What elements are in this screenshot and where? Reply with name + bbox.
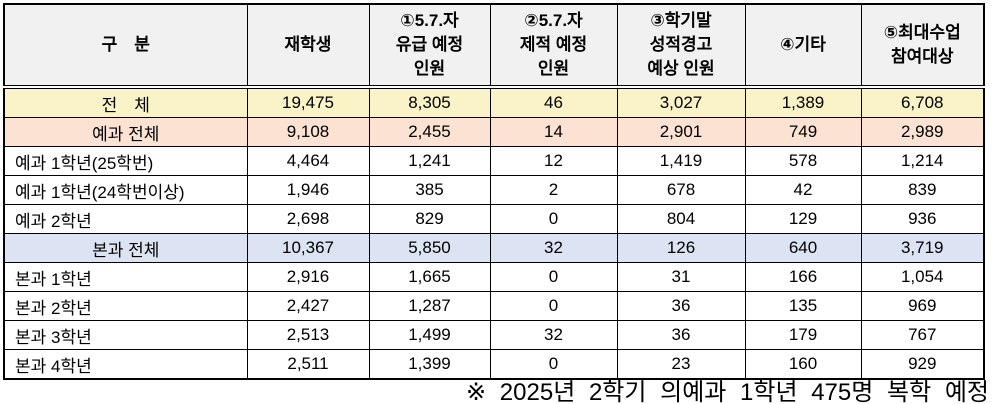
cell-value: 767 [860, 320, 985, 350]
cell-value: 936 [860, 204, 985, 234]
cell-value: 8,305 [368, 86, 491, 118]
cell-value: 6,708 [860, 86, 985, 118]
cell-value: 929 [860, 349, 985, 380]
table-row: 본과 2학년 2,427 1,287 0 36 135 969 [3, 291, 985, 321]
cell-value: 2,901 [616, 117, 746, 147]
cell-value: 32 [489, 320, 618, 350]
table-row: 본과 3학년 2,513 1,499 32 36 179 767 [3, 320, 985, 350]
cell-value: 9,108 [246, 117, 370, 147]
column-header-warning: ③학기말 성적경고 예상 인원 [616, 3, 746, 89]
cell-value: 1,419 [616, 146, 746, 176]
cell-value: 46 [489, 86, 618, 118]
column-header-expulsion: ②5.7.자 제적 예정 인원 [489, 3, 618, 89]
column-header-category: 구 분 [3, 3, 248, 89]
row-label: 예과 2학년 [3, 204, 248, 234]
table-row: 예과 1학년(24학번이상) 1,946 385 2 678 42 839 [3, 175, 985, 205]
cell-value: 135 [744, 291, 862, 321]
row-label: 본과 3학년 [3, 320, 248, 350]
cell-value: 166 [744, 262, 862, 292]
cell-value: 2,698 [246, 204, 370, 234]
table-row: 본과 전체 10,367 5,850 32 126 640 3,719 [3, 233, 985, 263]
cell-value: 179 [744, 320, 862, 350]
row-label: 예과 1학년(25학번) [3, 146, 248, 176]
cell-value: 1,214 [860, 146, 985, 176]
row-label: 본과 전체 [3, 233, 248, 263]
cell-value: 42 [744, 175, 862, 205]
footnote: ※ 2025년 2학기 의예과 1학년 475명 복학 예정 [466, 379, 989, 404]
row-label: 본과 2학년 [3, 291, 248, 321]
cell-value: 4,464 [246, 146, 370, 176]
row-label: 본과 1학년 [3, 262, 248, 292]
cell-value: 2,989 [860, 117, 985, 147]
table-header: 구 분 재학생 ①5.7.자 유급 예정 인원 ②5.7.자 제적 예정 인원 … [3, 3, 985, 89]
cell-value: 640 [744, 233, 862, 263]
cell-value: 0 [489, 262, 618, 292]
cell-value: 10,367 [246, 233, 370, 263]
cell-value: 2,511 [246, 349, 370, 380]
cell-value: 31 [616, 262, 746, 292]
cell-value: 12 [489, 146, 618, 176]
cell-value: 3,027 [616, 86, 746, 118]
cell-value: 0 [489, 204, 618, 234]
cell-value: 578 [744, 146, 862, 176]
cell-value: 126 [616, 233, 746, 263]
cell-value: 0 [489, 349, 618, 380]
cell-value: 839 [860, 175, 985, 205]
cell-value: 2,455 [368, 117, 491, 147]
header-row: 구 분 재학생 ①5.7.자 유급 예정 인원 ②5.7.자 제적 예정 인원 … [3, 3, 985, 89]
cell-value: 804 [616, 204, 746, 234]
row-label: 예과 전체 [3, 117, 248, 147]
row-label: 예과 1학년(24학번이상) [3, 175, 248, 205]
row-label: 본과 4학년 [3, 349, 248, 380]
cell-value: 969 [860, 291, 985, 321]
cell-value: 1,287 [368, 291, 491, 321]
cell-value: 829 [368, 204, 491, 234]
table-body: 전 체 19,475 8,305 46 3,027 1,389 6,708 예과 전체 9,10… [3, 86, 985, 380]
table-row: 예과 1학년(25학번) 4,464 1,241 12 1,419 578 1,214 [3, 146, 985, 176]
cell-value: 23 [616, 349, 746, 380]
cell-value: 19,475 [246, 86, 370, 118]
cell-value: 5,850 [368, 233, 491, 263]
cell-value: 2 [489, 175, 618, 205]
table-row: 본과 4학년 2,511 1,399 0 23 160 929 [3, 349, 985, 380]
table-row: 본과 1학년 2,916 1,665 0 31 166 1,054 [3, 262, 985, 292]
cell-value: 3,719 [860, 233, 985, 263]
cell-value: 0 [489, 291, 618, 321]
cell-value: 2,916 [246, 262, 370, 292]
cell-value: 1,665 [368, 262, 491, 292]
column-header-etc: ④기타 [744, 3, 862, 89]
cell-value: 36 [616, 320, 746, 350]
cell-value: 14 [489, 117, 618, 147]
cell-value: 36 [616, 291, 746, 321]
column-header-enrolled: 재학생 [246, 3, 370, 89]
cell-value: 1,054 [860, 262, 985, 292]
cell-value: 1,389 [744, 86, 862, 118]
table-row: 예과 2학년 2,698 829 0 804 129 936 [3, 204, 985, 234]
cell-value: 129 [744, 204, 862, 234]
column-header-leave: ①5.7.자 유급 예정 인원 [368, 3, 491, 89]
cell-value: 385 [368, 175, 491, 205]
row-label: 전 체 [3, 86, 248, 118]
cell-value: 160 [744, 349, 862, 380]
cell-value: 1,399 [368, 349, 491, 380]
cell-value: 1,946 [246, 175, 370, 205]
cell-value: 1,499 [368, 320, 491, 350]
cell-value: 749 [744, 117, 862, 147]
cell-value: 2,427 [246, 291, 370, 321]
table-row: 예과 전체 9,108 2,455 14 2,901 749 2,989 [3, 117, 985, 147]
column-header-max-attend: ⑤최대수업 참여대상 [860, 3, 985, 89]
table-row: 전 체 19,475 8,305 46 3,027 1,389 6,708 [3, 86, 985, 118]
cell-value: 2,513 [246, 320, 370, 350]
cell-value: 678 [616, 175, 746, 205]
cell-value: 1,241 [368, 146, 491, 176]
enrollment-table: 구 분 재학생 ①5.7.자 유급 예정 인원 ②5.7.자 제적 예정 인원 … [3, 3, 985, 380]
cell-value: 32 [489, 233, 618, 263]
